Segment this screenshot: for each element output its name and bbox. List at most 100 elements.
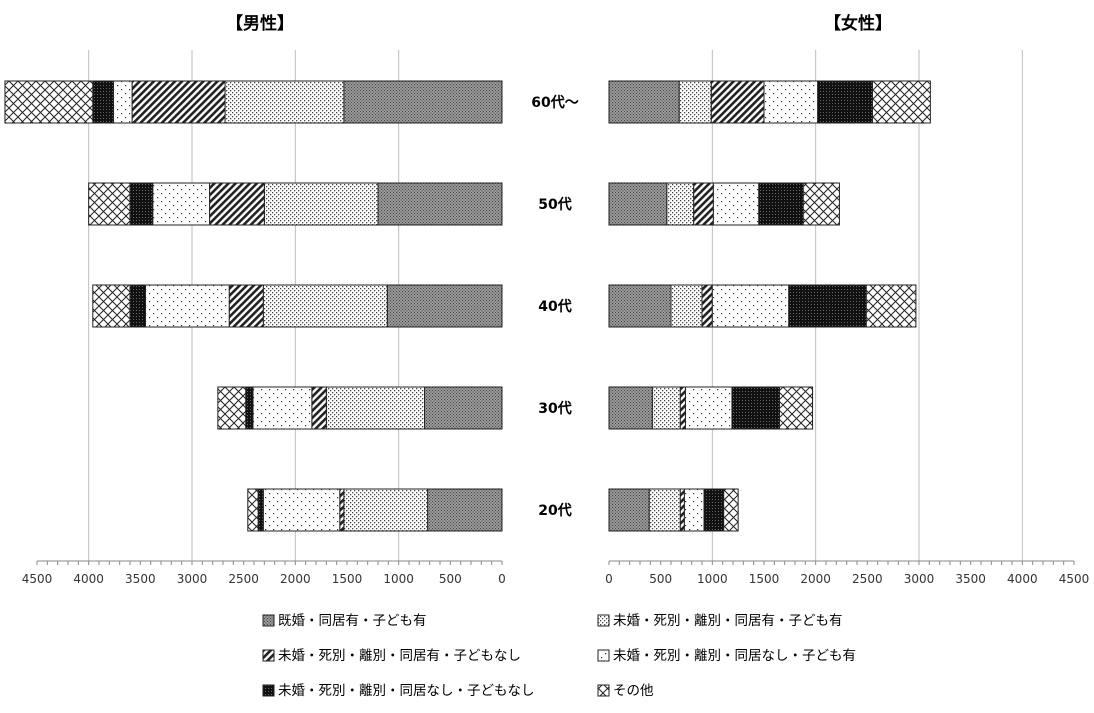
legend-swatch [597,614,610,627]
bar-segment [711,284,790,328]
bar-segment [217,386,247,430]
tick-label: 1500 [749,572,780,586]
bar-segment [723,488,739,532]
legend-label: 未婚・死別・離別・同居有・子どもなし [278,648,521,664]
bar-segment [608,386,653,430]
tick-label: 2500 [228,572,259,586]
labels: 【男性】 4500 4000 3500 3000 2500 2000 1500 1000 500 0… [22,13,1090,586]
bar-segment [386,284,503,328]
bar-segment [763,80,819,124]
bar-segment [112,80,133,124]
bar-segment [779,386,814,430]
bar-segment [228,284,264,328]
bar-segment [245,386,254,430]
grid-lines [36,50,1075,565]
legend-label: 既婚・同居有・子ども有 [278,613,427,629]
bar-segment [683,488,705,532]
bar-segment [651,386,681,430]
bar-segment [152,182,211,226]
tick-label: 1500 [332,572,363,586]
tick-label: 4000 [73,572,104,586]
bar-segment [343,80,503,124]
bar-segment [731,386,781,430]
tick-label: 4500 [22,572,53,586]
bar-segment [145,284,230,328]
bar-segment [817,80,874,124]
bar-segment [262,284,388,328]
bar-segment [608,284,672,328]
bar-segment [648,488,681,532]
bar-segment [427,488,503,532]
bar-segment [209,182,265,226]
bar-segment [802,182,840,226]
bar-segment [608,80,680,124]
legend-label: 未婚・死別・離別・同居なし・子ども有 [613,648,856,664]
bar-segment [4,80,94,124]
bar-segment [684,386,733,430]
bar-segment [679,386,686,430]
bar-segment [678,80,712,124]
tick-label: 3500 [125,572,156,586]
bar-segment [311,386,327,430]
legend: 既婚・同居有・子ども有 未婚・死別・離別・同居有・子ども有未婚・死別・離別・同居有… [262,613,856,699]
category-label: 30代 [538,400,571,417]
bar-segment [710,80,765,124]
panel-title-female: 【女性】 [824,13,892,34]
bar-segment [92,80,114,124]
bar-segment [339,488,345,532]
bar-segment [670,284,703,328]
bar-segment [263,182,379,226]
bar-segment [131,80,226,124]
bar-segment [788,284,867,328]
bar-segment [712,182,760,226]
bar-segment [424,386,503,430]
legend-swatch [262,684,275,697]
panel-title-male: 【男性】 [226,13,294,34]
bar-segment [865,284,917,328]
legend-label: 未婚・死別・離別・同居なし・子どもなし [278,683,535,699]
category-label: 50代 [538,196,571,213]
tick-label: 1000 [383,572,414,586]
legend-label: 未婚・死別・離別・同居有・子ども有 [613,613,843,629]
bar-segment [758,182,804,226]
bar-segment [666,182,695,226]
bar-segment [608,488,650,532]
legend-label: その他 [613,683,654,699]
category-label: 20代 [538,502,571,519]
tick-label: 0 [498,572,506,586]
bar-segment [693,182,714,226]
bars [4,80,931,532]
tick-label: 0 [605,572,613,586]
tick-label: 3500 [955,572,986,586]
category-label: 60代～ [531,94,578,111]
tick-label: 3000 [177,572,208,586]
bar-segment [257,488,264,532]
bar-segment [88,182,131,226]
bar-segment [247,488,259,532]
legend-swatch [597,649,610,662]
tick-label: 2000 [280,572,311,586]
bar-segment [343,488,429,532]
bar-segment [262,488,341,532]
bar-segment [679,488,685,532]
tick-label: 2500 [852,572,883,586]
legend-swatch [262,649,275,662]
bar-segment [325,386,426,430]
bar-segment [703,488,725,532]
bar-segment [129,182,154,226]
tick-label: 1000 [697,572,728,586]
legend-swatch [262,614,275,627]
legend-swatch [597,684,610,697]
bar-segment [377,182,503,226]
tick-label: 500 [649,572,672,586]
tick-label: 4500 [1059,572,1090,586]
bar-segment [224,80,345,124]
tick-label: 4000 [1007,572,1038,586]
bar-segment [872,80,931,124]
bar-segment [701,284,713,328]
bar-segment [608,182,668,226]
tick-label: 500 [439,572,462,586]
bar-segment [252,386,313,430]
bar-segment [92,284,131,328]
